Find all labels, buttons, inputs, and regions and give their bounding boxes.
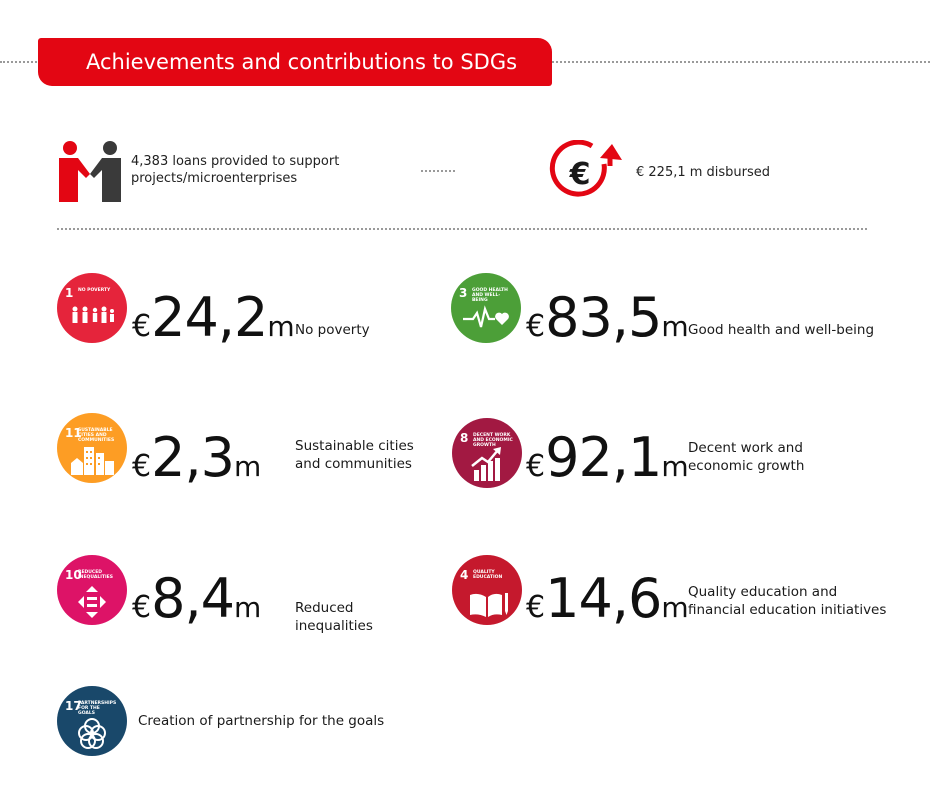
partnership-rings-icon: [78, 718, 106, 749]
growth-chart-icon: [471, 447, 501, 481]
header-divider-left: [0, 61, 40, 63]
people-family-icon: [72, 306, 114, 323]
sdg-1-label: No poverty: [295, 322, 370, 338]
sdg-3-amount: €83,5m: [526, 286, 689, 349]
header-divider-right: [552, 61, 930, 63]
sdg-4-badge: 4 Quality education: [452, 555, 522, 625]
sdg-11-amount: €2,3m: [132, 426, 262, 489]
loans-stat: 4,383 loans provided to support projects…: [131, 154, 340, 186]
heartbeat-icon: [463, 305, 509, 328]
sdg-1-amount: €24,2m: [132, 286, 295, 349]
city-buildings-icon: [71, 447, 114, 475]
sdg-8-badge: 8 Decent work and economic growth: [452, 418, 522, 488]
sdg-1-badge: 1 No poverty: [57, 273, 127, 343]
sdg-17-label: Creation of partnership for the goals: [138, 713, 385, 729]
page-title: Achievements and contributions to SDGs: [38, 38, 552, 86]
sdg-10-label: Reduced inequalities: [295, 600, 373, 634]
sdg-3-label: Good health and well-being: [688, 322, 875, 338]
sdg-10-amount: €8,4m: [132, 567, 262, 630]
section-divider: [57, 228, 867, 230]
sdg-8-amount: €92,1m: [526, 426, 689, 489]
sdg-8-label: Decent work and economic growth: [688, 440, 805, 474]
sdg-17-badge: 17 Partnerships for the goals: [57, 686, 127, 756]
euro-cycle-icon: €: [549, 140, 622, 197]
disbursed-stat: € 225,1 m disbursed: [636, 165, 771, 180]
sdg-3-badge: 3 Good health and well-being: [451, 273, 521, 343]
euro-symbol-icon: €: [569, 157, 591, 192]
equality-arrows-icon: [78, 586, 106, 618]
sdg-4-amount: €14,6m: [526, 567, 689, 630]
open-book-icon: [470, 593, 508, 617]
stats-separator: [421, 170, 455, 172]
sdg-11-label: Sustainable cities and communities: [295, 438, 414, 472]
sdg-4-label: Quality education and financial educatio…: [688, 584, 887, 618]
sdg-10-badge: 10 Reduced inequalities: [57, 555, 127, 625]
sdg-11-badge: 11 Sustainable cities and communities: [57, 413, 127, 483]
handshake-icon: [59, 141, 121, 202]
